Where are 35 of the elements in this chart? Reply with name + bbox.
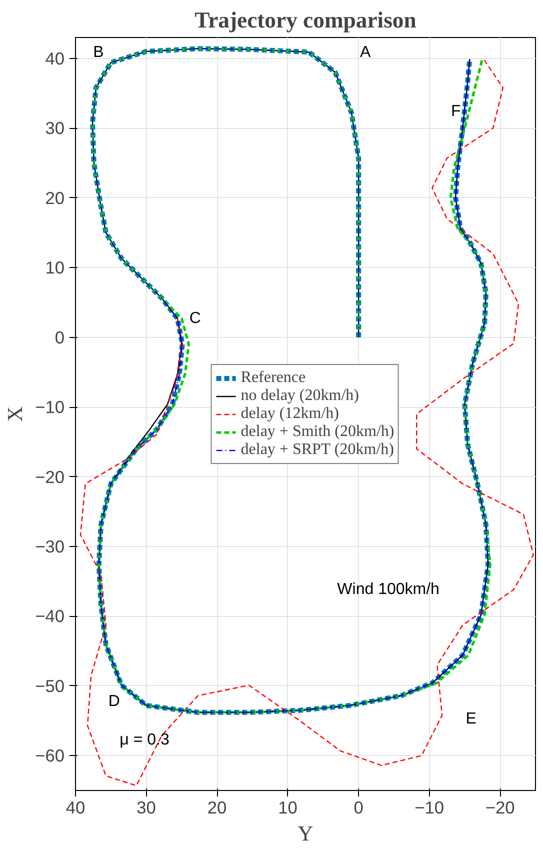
annotation: B	[93, 44, 104, 62]
x-tick-label: 40	[66, 798, 86, 818]
y-tick-label: −40	[35, 606, 65, 626]
x-tick-label: 30	[136, 798, 156, 818]
annotation: Wind 100km/h	[337, 580, 440, 598]
y-tick-label: −60	[35, 746, 65, 766]
legend-label: delay + SRPT (20km/h)	[240, 440, 394, 458]
y-tick-label: 20	[45, 188, 65, 208]
y-tick-label: 10	[45, 258, 65, 278]
annotation: D	[108, 693, 120, 710]
y-tick-label: −30	[35, 536, 65, 556]
x-tick-label: −10	[414, 798, 444, 818]
y-tick-label: −50	[35, 676, 65, 696]
line-series	[80, 58, 534, 786]
legend-label: no delay (20km/h)	[240, 386, 359, 404]
x-tick-label: 10	[278, 798, 298, 818]
annotation: F	[451, 102, 462, 120]
annotation: μ = 0.3	[120, 732, 170, 749]
annotation: C	[189, 310, 201, 327]
x-tick-label: −20	[485, 798, 515, 818]
y-tick-label: −10	[35, 397, 65, 418]
x-axis-title: Y	[298, 822, 314, 846]
legend-label: delay (12km/h)	[240, 404, 339, 422]
annotation: A	[360, 44, 371, 62]
annotation: E	[466, 710, 476, 728]
legend-label: Reference	[240, 368, 306, 386]
y-tick-label: 30	[45, 118, 65, 138]
y-axis-title: X	[3, 406, 28, 422]
x-tick-label: 20	[207, 798, 227, 818]
y-tick-label: −20	[35, 466, 65, 487]
y-tick-label: 40	[45, 48, 65, 68]
chart-title: Trajectory comparison	[194, 8, 417, 32]
y-tick-label: 0	[54, 327, 65, 348]
x-tick-label: 0	[354, 798, 364, 818]
legend-label: delay + Smith (20km/h)	[240, 422, 394, 440]
